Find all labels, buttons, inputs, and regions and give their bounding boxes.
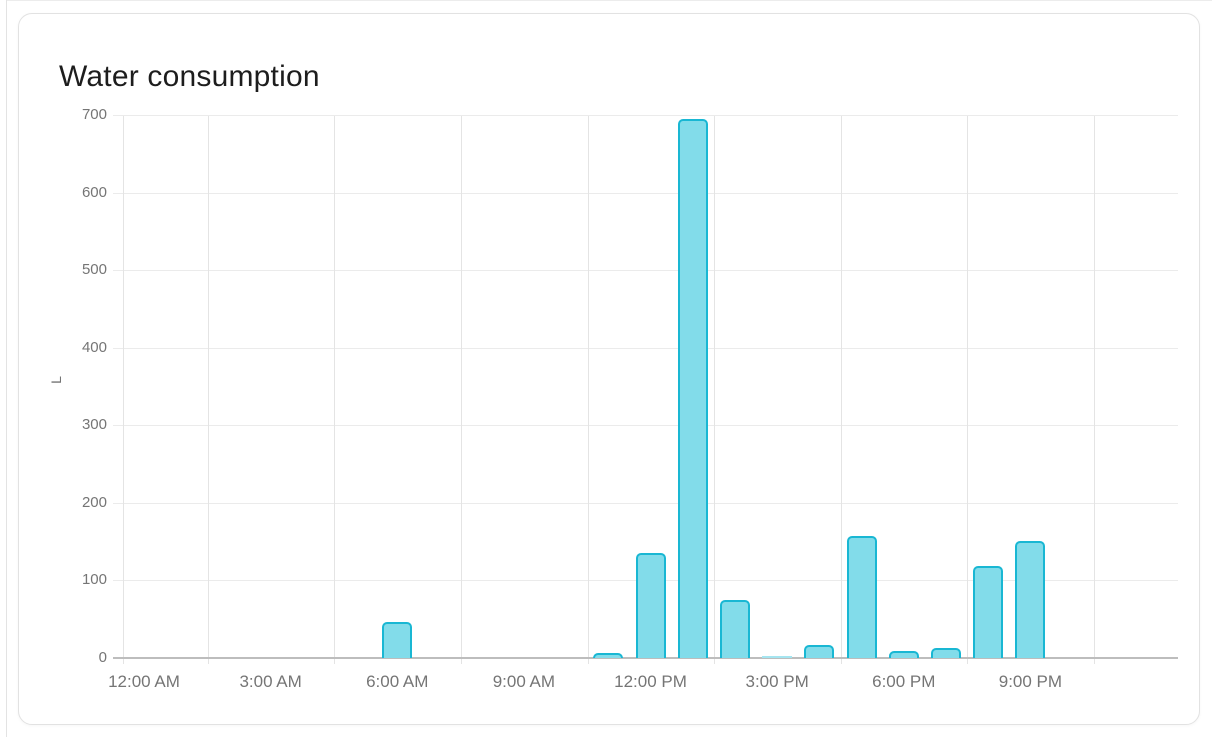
y-axis-tick-label: 600 (81, 183, 107, 201)
bar-500pm[interactable] (846, 535, 877, 658)
bar-1200pm[interactable] (635, 553, 666, 658)
x-axis-tick-label: 9:00 AM (492, 672, 556, 691)
h-gridline (113, 270, 1178, 272)
v-gridline (840, 116, 842, 664)
bar-1100am[interactable] (593, 653, 624, 658)
x-axis-tick-label: 6:00 PM (872, 672, 936, 691)
y-axis-tick-label: 500 (81, 261, 107, 279)
bar-600pm[interactable] (888, 651, 919, 658)
x-axis-line (113, 657, 1178, 659)
chart-title: Water consumption (59, 60, 320, 93)
y-axis-tick-label: 400 (81, 338, 107, 356)
y-axis-tick-label: 300 (81, 416, 107, 434)
y-axis-tick-label: 200 (81, 493, 107, 511)
bar-600am[interactable] (382, 622, 413, 658)
x-axis-tick-label: 6:00 AM (366, 672, 429, 691)
bar-200pm[interactable] (719, 599, 750, 658)
x-axis-tick-label: 3:00 PM (745, 672, 809, 691)
bar-800pm[interactable] (973, 565, 1004, 658)
bar-900pm[interactable] (1015, 540, 1046, 658)
v-gridline (587, 116, 589, 664)
left-edge-divider (6, 0, 7, 737)
v-gridline (207, 116, 209, 664)
v-gridline (123, 116, 125, 664)
bar-300pm[interactable] (762, 656, 793, 658)
bar-700pm[interactable] (930, 647, 961, 658)
v-gridline (714, 116, 716, 664)
v-gridline (967, 116, 969, 664)
h-gridline (113, 502, 1178, 504)
h-gridline (113, 347, 1178, 349)
top-edge-divider (6, 0, 1212, 1)
y-axis-tick-label: 0 (98, 649, 107, 666)
x-axis-tick-label: 12:00 PM (614, 672, 687, 691)
x-axis-tick-label: 12:00 AM (108, 672, 180, 691)
x-axis-tick-label: 9:00 PM (998, 672, 1063, 691)
bar-100pm[interactable] (677, 119, 708, 658)
h-gridline (113, 192, 1178, 194)
v-gridline (460, 116, 462, 664)
y-axis-tick-label: 100 (81, 571, 107, 589)
v-gridline (334, 116, 336, 664)
h-gridline (113, 425, 1178, 427)
y-axis-tick-label: 700 (81, 106, 107, 124)
h-gridline (113, 115, 1178, 117)
bar-400pm[interactable] (804, 644, 835, 658)
x-axis-tick-label: 3:00 AM (239, 672, 302, 691)
v-gridline (1094, 116, 1096, 664)
y-axis-title: L (48, 376, 64, 384)
